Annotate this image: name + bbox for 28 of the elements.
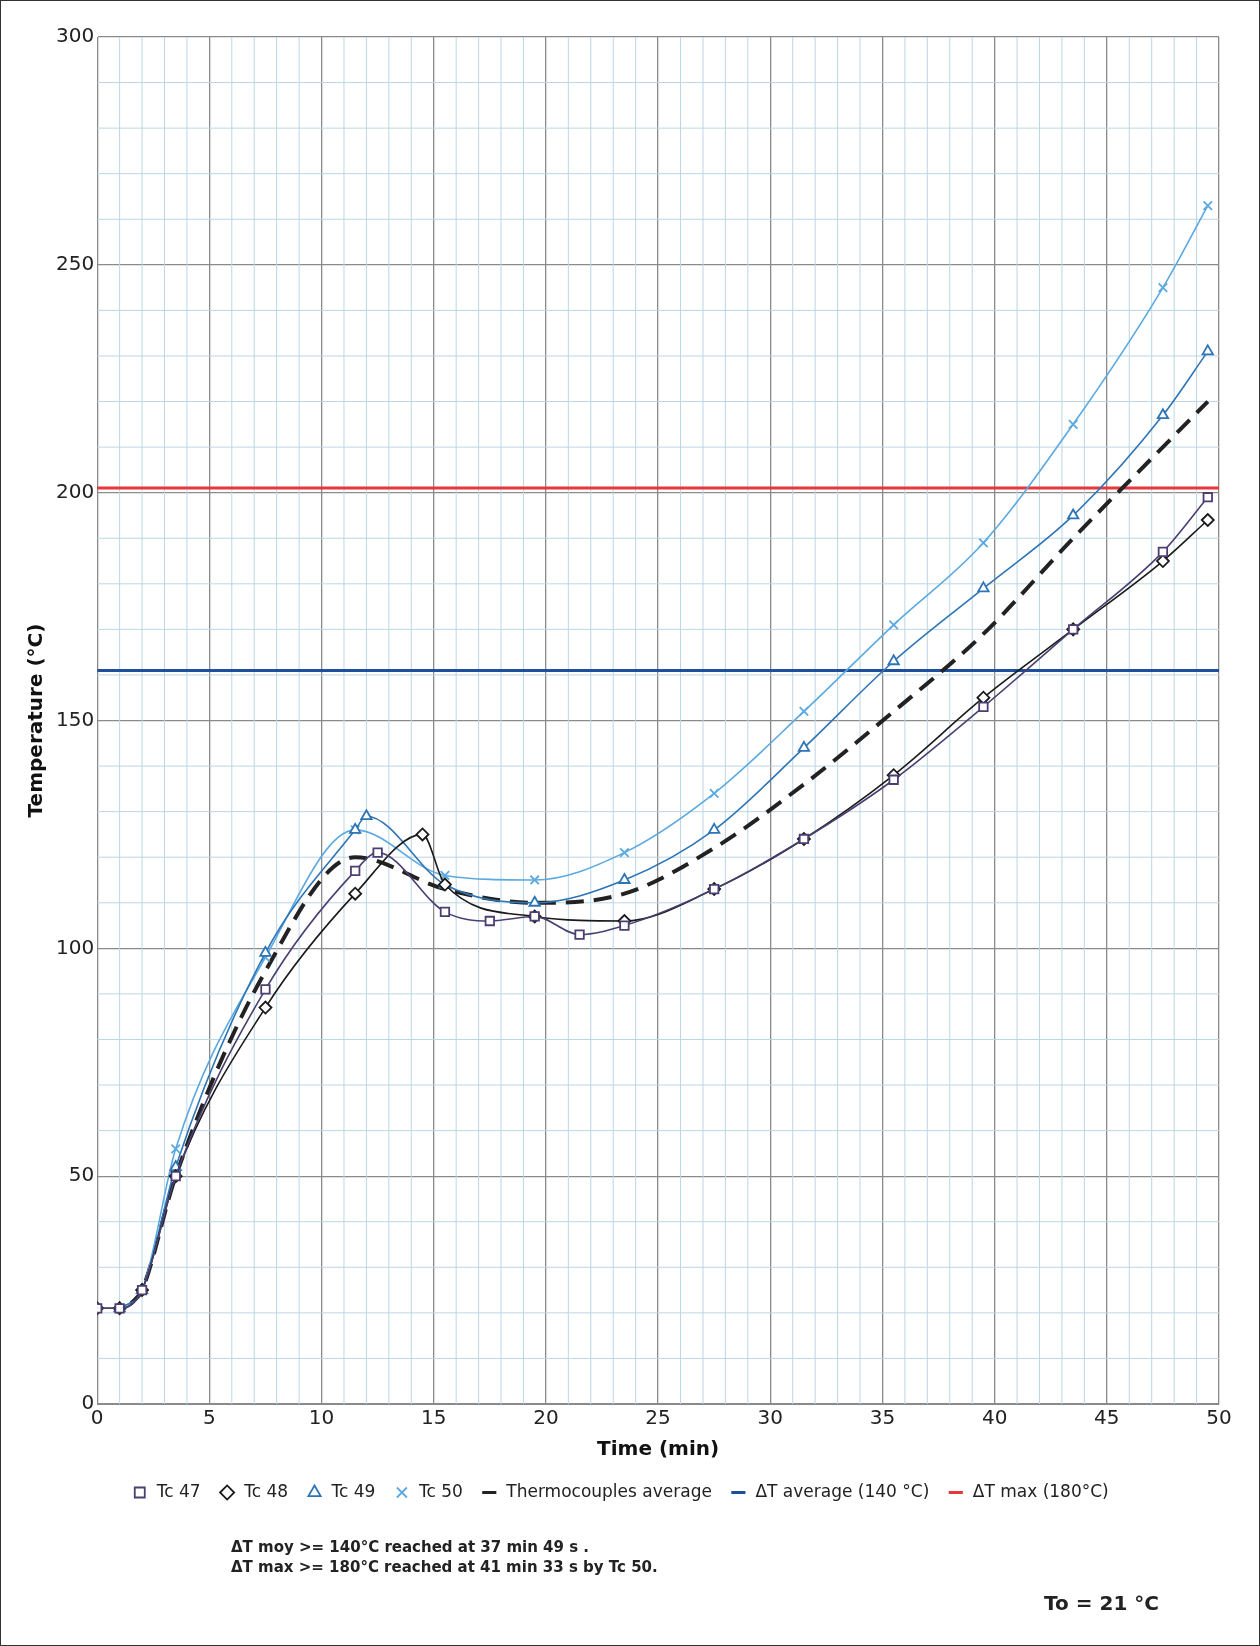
text: To = 21 °C <box>1044 1591 1159 1615</box>
legend-label: Tc 48 <box>243 1480 289 1501</box>
x-tick-label: 45 <box>1094 1405 1120 1430</box>
x-tick-label: 40 <box>981 1405 1008 1430</box>
y-tick-label: 50 <box>68 1162 95 1187</box>
x-tick-label: 30 <box>757 1405 783 1430</box>
x-tick-label: 15 <box>421 1405 447 1430</box>
legend-label: Tc 49 <box>330 1480 376 1501</box>
x-axis-title: Time (min) <box>597 1436 720 1461</box>
y-tick-label: 300 <box>55 23 95 48</box>
y-tick-label: 150 <box>55 706 95 731</box>
x-tick-label: 50 <box>1206 1405 1232 1430</box>
x-tick-label: 10 <box>308 1405 335 1430</box>
y-axis-title: Temperature (°C) <box>23 623 48 818</box>
x-tick-label: 5 <box>202 1405 216 1430</box>
text: ΔT max >= 180°C reached at 41 min 33 s by Tc 50. <box>231 1557 658 1577</box>
x-tick-label: 35 <box>869 1405 896 1430</box>
y-tick-label: 250 <box>55 251 95 276</box>
legend-label: Tc 50 <box>417 1480 463 1501</box>
y-tick-label: 200 <box>55 478 95 503</box>
x-tick-label: 20 <box>533 1405 559 1430</box>
x-tick-label: 25 <box>645 1405 671 1430</box>
text: ΔT moy >= 140°C reached at 37 min 49 s . <box>231 1537 591 1557</box>
legend-label: ΔT average (140 °C) <box>755 1480 930 1501</box>
legend-label: Tc 47 <box>155 1480 201 1501</box>
legend-label: Thermocouples average <box>505 1480 712 1501</box>
y-tick-label: 100 <box>55 934 95 959</box>
legend-label: ΔT max (180°C) <box>972 1480 1109 1501</box>
